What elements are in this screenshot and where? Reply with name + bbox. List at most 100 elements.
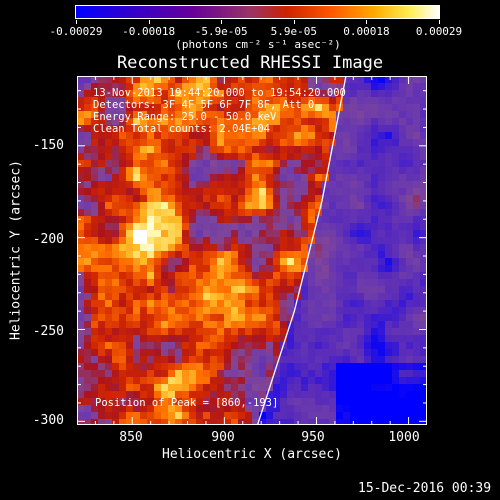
heatmap-cell <box>308 209 316 217</box>
heatmap-cell <box>259 118 267 126</box>
heatmap-cell <box>112 349 120 357</box>
heatmap-cell <box>154 83 162 91</box>
heatmap-cell <box>203 377 211 385</box>
heatmap-cell <box>245 398 253 406</box>
heatmap-cell <box>210 153 218 161</box>
heatmap-cell <box>161 391 169 399</box>
heatmap-cell <box>329 300 337 308</box>
heatmap-cell <box>217 335 225 343</box>
heatmap-cell <box>301 181 309 189</box>
heatmap-cell <box>161 139 169 147</box>
heatmap-cell <box>77 181 85 189</box>
heatmap-cell <box>280 160 288 168</box>
heatmap-cell <box>140 314 148 322</box>
heatmap-cell <box>154 216 162 224</box>
heatmap-cell <box>413 412 421 420</box>
heatmap-cell <box>147 412 155 420</box>
annotation-peak-position: Position of Peak = [860,-193] <box>95 397 279 409</box>
heatmap-cell <box>182 251 190 259</box>
heatmap-cell <box>77 111 85 119</box>
heatmap-cell <box>287 314 295 322</box>
heatmap-cell <box>364 216 372 224</box>
heatmap-cell <box>378 209 386 217</box>
heatmap-cell <box>182 167 190 175</box>
heatmap-cell <box>203 83 211 91</box>
heatmap-cell <box>315 265 323 273</box>
heatmap-cell <box>399 314 407 322</box>
heatmap-cell <box>322 370 330 378</box>
heatmap-cell <box>385 419 393 425</box>
heatmap-cell <box>126 160 134 168</box>
heatmap-cell <box>322 349 330 357</box>
heatmap-cell <box>371 202 379 210</box>
heatmap-cell <box>413 377 421 385</box>
heatmap-cell <box>371 216 379 224</box>
heatmap-cell <box>266 349 274 357</box>
heatmap-cell <box>392 104 400 112</box>
heatmap-cell <box>329 216 337 224</box>
heatmap-cell <box>280 167 288 175</box>
heatmap-cell <box>364 76 372 84</box>
heatmap-cell <box>168 216 176 224</box>
heatmap-cell <box>420 244 427 252</box>
heatmap-cell <box>112 419 120 425</box>
heatmap-cell <box>231 391 239 399</box>
heatmap-cell <box>252 377 260 385</box>
heatmap-cell <box>357 132 365 140</box>
heatmap-cell <box>161 356 169 364</box>
heatmap-cell <box>406 125 414 133</box>
heatmap-cell <box>343 328 351 336</box>
heatmap-cell <box>119 181 127 189</box>
heatmap-cell <box>343 118 351 126</box>
heatmap-cell <box>154 391 162 399</box>
heatmap-cell <box>371 342 379 350</box>
heatmap-cell <box>119 321 127 329</box>
heatmap-cell <box>224 244 232 252</box>
heatmap-cell <box>378 384 386 392</box>
heatmap-cell <box>147 244 155 252</box>
heatmap-cell <box>315 237 323 245</box>
heatmap-cell <box>161 195 169 203</box>
heatmap-cell <box>231 90 239 98</box>
heatmap-cell <box>84 398 92 406</box>
heatmap-cell <box>168 335 176 343</box>
heatmap-cell <box>126 391 134 399</box>
heatmap-cell <box>133 335 141 343</box>
heatmap-cell <box>112 377 120 385</box>
heatmap-cell <box>210 104 218 112</box>
heatmap-cell <box>203 104 211 112</box>
heatmap-cell <box>329 174 337 182</box>
heatmap-cell <box>231 146 239 154</box>
heatmap-cell <box>413 244 421 252</box>
heatmap-cell <box>84 160 92 168</box>
heatmap-cell <box>259 223 267 231</box>
heatmap-cell <box>168 314 176 322</box>
heatmap-cell <box>378 167 386 175</box>
heatmap-cell <box>322 76 330 84</box>
heatmap-cell <box>189 391 197 399</box>
heatmap-cell <box>119 230 127 238</box>
heatmap-cell <box>182 419 190 425</box>
heatmap-cell <box>336 153 344 161</box>
heatmap-cell <box>343 230 351 238</box>
heatmap-cell <box>336 265 344 273</box>
heatmap-cell <box>252 307 260 315</box>
heatmap-cell <box>385 398 393 406</box>
heatmap-cell <box>301 398 309 406</box>
heatmap-cell <box>84 174 92 182</box>
heatmap-cell <box>245 258 253 266</box>
heatmap-cell <box>406 307 414 315</box>
heatmap-cell <box>84 300 92 308</box>
heatmap-cell <box>301 97 309 105</box>
heatmap-cell <box>77 188 85 196</box>
heatmap-cell <box>371 244 379 252</box>
heatmap-cell <box>224 181 232 189</box>
heatmap-cell <box>210 202 218 210</box>
heatmap-cell <box>259 370 267 378</box>
heatmap-cell <box>364 139 372 147</box>
heatmap-cell <box>357 314 365 322</box>
heatmap-cell <box>280 244 288 252</box>
heatmap-cell <box>378 405 386 413</box>
heatmap-cell <box>217 321 225 329</box>
heatmap-cell <box>371 272 379 280</box>
